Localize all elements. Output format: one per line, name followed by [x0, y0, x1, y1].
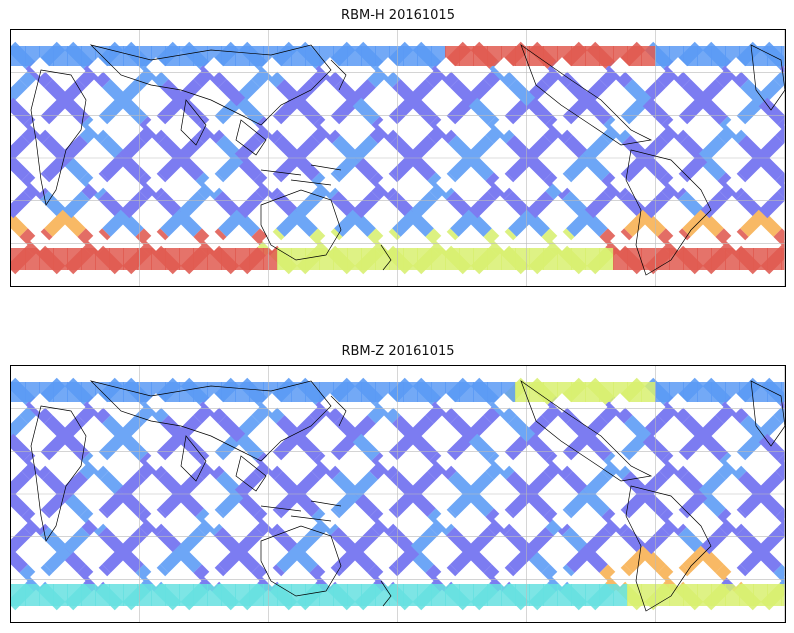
- coastline-10: [330, 395, 347, 427]
- panel-bottom-title: RBM-Z 20161015: [341, 344, 455, 359]
- coastline-2: [180, 435, 207, 482]
- polar-bands: [11, 46, 785, 270]
- coastline-4: [260, 500, 342, 522]
- coastline-6: [380, 580, 392, 607]
- coastlines: [30, 380, 785, 612]
- coastlines: [30, 44, 785, 276]
- coastline-1: [89, 44, 332, 126]
- coastline-4: [260, 164, 342, 186]
- panel-top-title: RBM-H 20161015: [341, 8, 455, 23]
- coastline-7: [520, 380, 653, 482]
- coastline-7: [520, 44, 653, 146]
- coastline-8: [625, 149, 712, 276]
- map-panel-top: [10, 29, 786, 287]
- coastline-5: [260, 189, 342, 261]
- polar-bands: [11, 382, 785, 606]
- coastline-1: [89, 380, 332, 462]
- coastline-5: [260, 525, 342, 597]
- graticule: [11, 30, 785, 286]
- map-canvas-top: [11, 30, 785, 286]
- coastline-10: [330, 59, 347, 91]
- graticule: [11, 366, 785, 622]
- coastline-2: [180, 99, 207, 146]
- map-canvas-bottom: [11, 366, 785, 622]
- coastline-0: [30, 69, 87, 206]
- coastline-3: [235, 119, 267, 156]
- coastline-3: [235, 455, 267, 492]
- coastline-9: [750, 44, 785, 111]
- coastline-0: [30, 405, 87, 542]
- map-panel-bottom: [10, 365, 786, 623]
- coastline-8: [625, 485, 712, 612]
- coastline-6: [380, 244, 392, 271]
- coastline-9: [750, 380, 785, 447]
